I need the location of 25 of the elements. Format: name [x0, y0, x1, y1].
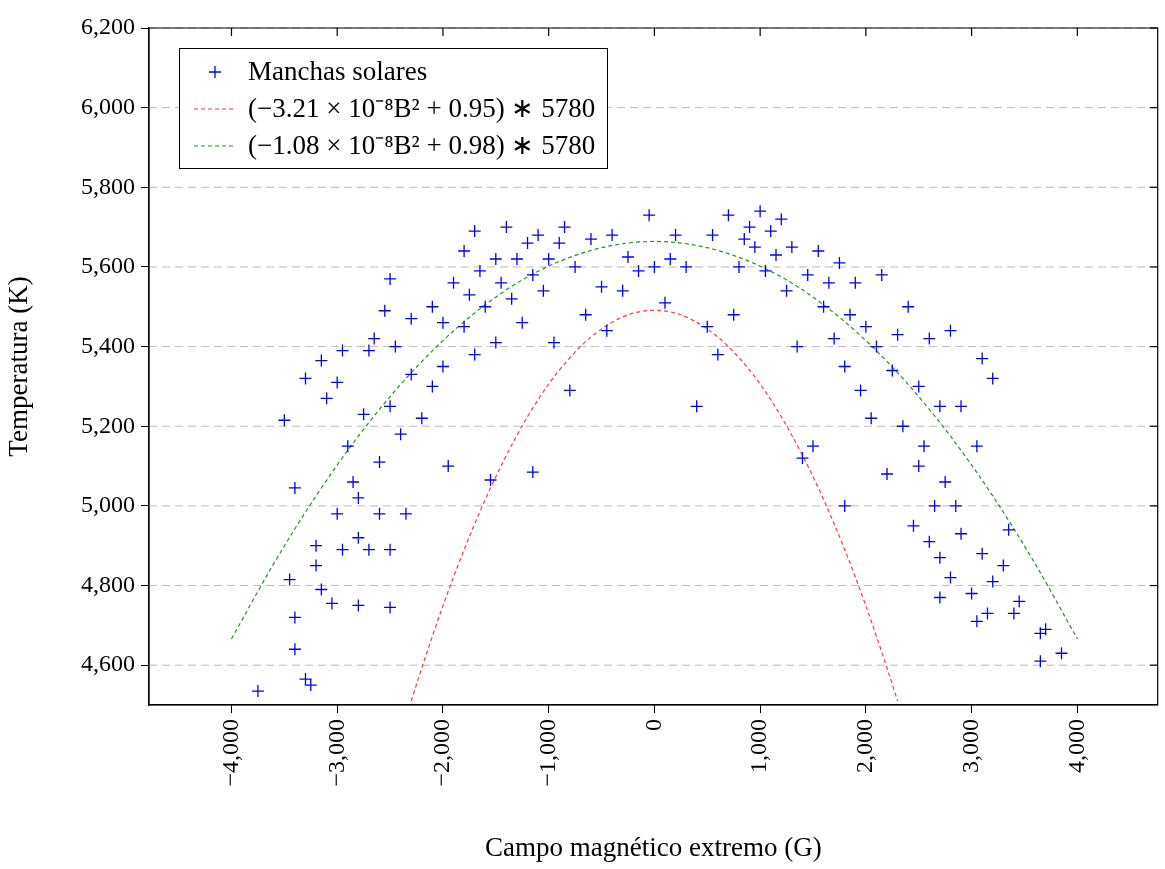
y-tick-label: 5,400: [81, 331, 135, 358]
y-tick-label: 5,000: [81, 491, 135, 518]
x-tick-label: 1,000: [745, 719, 772, 773]
x-tick-label: 2,000: [851, 719, 878, 773]
y-tick-label: 4,800: [81, 570, 135, 597]
legend-label: (−3.21 × 10⁻⁸B² + 0.95) ∗ 5780: [248, 92, 596, 125]
x-tick-label: 3,000: [956, 719, 983, 773]
line-series: [230, 240, 1078, 640]
x-tick-label: −4,000: [216, 719, 243, 787]
y-tick-label: 5,200: [81, 411, 135, 438]
x-tick-label: −1,000: [533, 719, 560, 787]
x-tick-label: 4,000: [1062, 719, 1089, 773]
y-tick-label: 6,200: [81, 13, 135, 40]
y-tick-label: 4,600: [81, 650, 135, 677]
legend-label: Manchas solares: [248, 55, 428, 88]
x-axis-title: Campo magnético extremo (G): [485, 831, 822, 862]
y-tick-label: 5,800: [81, 172, 135, 199]
line-series: [410, 309, 899, 702]
y-tick-label: 6,000: [81, 92, 135, 119]
x-tick-label: −2,000: [428, 719, 455, 787]
legend-label: (−1.08 × 10⁻⁸B² + 0.98) ∗ 5780: [248, 129, 596, 162]
x-tick-label: 0: [639, 719, 666, 731]
y-tick-label: 5,600: [81, 252, 135, 279]
x-tick-label: −3,000: [322, 719, 349, 787]
y-axis-title: Temperatura (K): [3, 276, 34, 457]
